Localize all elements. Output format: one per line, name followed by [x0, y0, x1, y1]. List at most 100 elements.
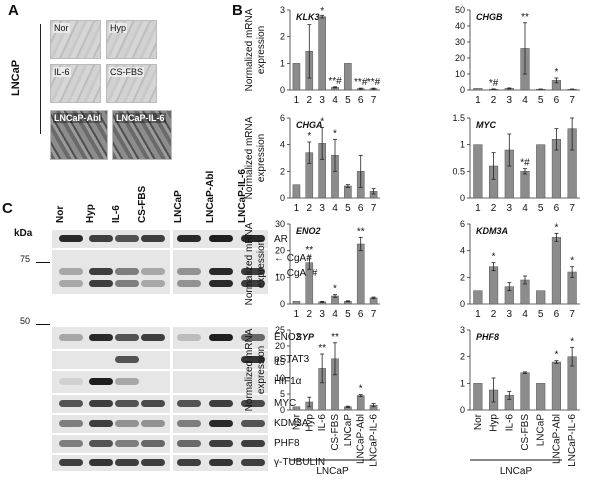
y-tick-label: 1 [280, 58, 285, 68]
y-axis-label: expression [256, 26, 267, 74]
bar [473, 88, 483, 91]
blot-band [115, 420, 139, 427]
micrograph-caption: Hyp [109, 23, 128, 33]
y-tick-label: 0 [460, 193, 465, 203]
micrograph-il6: IL-6 [50, 64, 101, 103]
significance-marker: ** [331, 332, 339, 343]
blot-band [209, 420, 233, 427]
bar [356, 243, 365, 305]
blot-band [177, 459, 201, 466]
mw-marker-75: 75 [20, 254, 31, 264]
significance-marker: *# [520, 158, 530, 169]
blot-band [241, 268, 265, 275]
lncap-bracket-line [40, 24, 41, 134]
blot-band [209, 400, 233, 407]
blot-row-label: ENO2 [274, 332, 302, 343]
blot-band [115, 459, 139, 466]
x-tick-label: LNCaP-IL-6 [567, 414, 578, 467]
panel-c-letter: C [2, 200, 13, 217]
blot-strip [52, 327, 268, 349]
blot-band [59, 440, 83, 447]
bar [536, 290, 546, 305]
x-tick-label: Nor [291, 413, 302, 430]
blot-strip-divider [170, 435, 173, 453]
y-tick-label: 20 [455, 53, 465, 63]
bar [356, 395, 365, 411]
chart-title: CHGA [296, 120, 323, 130]
chart-title: CHGB [476, 12, 503, 22]
blot-band [141, 268, 165, 275]
blot-band [141, 280, 165, 287]
micrograph-caption: LNCaP-IL-6 [115, 113, 166, 123]
blot-band [89, 268, 113, 275]
blot-band [59, 268, 83, 275]
x-tick-label: 2 [491, 95, 497, 106]
micrograph-lncap-il6: LNCaP-IL-6 [112, 110, 172, 160]
micrograph-caption: Nor [53, 23, 70, 33]
blot-strip [52, 371, 268, 393]
micrograph-caption: IL-6 [53, 67, 71, 77]
x-tick-label: 6 [554, 203, 560, 214]
blot-band [241, 459, 265, 466]
y-tick-label: 30 [275, 219, 285, 229]
kda-label: kDa [14, 228, 33, 239]
blot-band [89, 420, 113, 427]
significance-marker: * [570, 336, 574, 347]
y-tick-label: 6 [460, 219, 465, 229]
x-tick-label: 5 [538, 309, 544, 320]
bar [292, 184, 301, 199]
micrograph-lncap-abl: LNCaP-Abl [50, 110, 108, 160]
x-tick-label: CS-FBS [520, 414, 531, 451]
bar [536, 144, 546, 199]
y-axis-label: expression [256, 134, 267, 182]
blot-band [115, 400, 139, 407]
x-tick-label: 2 [491, 309, 497, 320]
x-tick-label: Hyp [304, 414, 315, 432]
blot-strip [52, 250, 268, 294]
bar [489, 266, 499, 305]
y-tick-label: 0 [460, 405, 465, 415]
y-tick-label: 20 [275, 246, 285, 256]
y-tick-label: 5 [280, 389, 285, 399]
x-tick-label: 3 [507, 309, 513, 320]
blot-band [141, 459, 165, 466]
blot-row-label: ← CgA# [274, 253, 312, 264]
y-tick-label: 1.5 [452, 113, 465, 123]
y-tick-label: 10 [275, 272, 285, 282]
bar [292, 63, 301, 91]
y-tick-label: 0 [280, 193, 285, 203]
blot-band [241, 235, 265, 242]
blot-band [177, 440, 201, 447]
significance-marker: * [554, 350, 558, 361]
blot-band [209, 440, 233, 447]
x-tick-label: 3 [319, 95, 325, 106]
y-tick-label: 15 [275, 357, 285, 367]
significance-marker: ** [521, 12, 529, 23]
bar [551, 237, 561, 305]
significance-marker: * [307, 131, 311, 142]
x-tick-label: 4 [332, 309, 338, 320]
y-tick-label: 2 [460, 272, 465, 282]
blot-band [209, 459, 233, 466]
panel-b-letter: B [232, 2, 243, 19]
bar [292, 406, 301, 411]
y-tick-label: 50 [455, 5, 465, 15]
significance-marker: * [320, 116, 324, 127]
significance-marker: * [554, 222, 558, 233]
x-tick-label: LNCaP-Abl [551, 414, 562, 464]
blot-row-label: KDM3A [274, 418, 309, 429]
x-tick-label: Nor [473, 413, 484, 430]
blot-band [59, 400, 83, 407]
y-tick-label: 3 [280, 5, 285, 15]
x-tick-label: 6 [358, 95, 364, 106]
y-axis-label: expression [256, 240, 267, 288]
significance-marker: * [359, 384, 363, 395]
x-tick-label: LNCaP-Abl [356, 414, 367, 464]
y-tick-label: 2 [280, 32, 285, 42]
x-tick-label: 7 [371, 203, 377, 214]
y-tick-label: 3 [460, 325, 465, 335]
blot-strip-divider [170, 415, 173, 433]
blot-strip [52, 435, 268, 453]
blot-band [241, 420, 265, 427]
y-tick-label: 0 [280, 85, 285, 95]
